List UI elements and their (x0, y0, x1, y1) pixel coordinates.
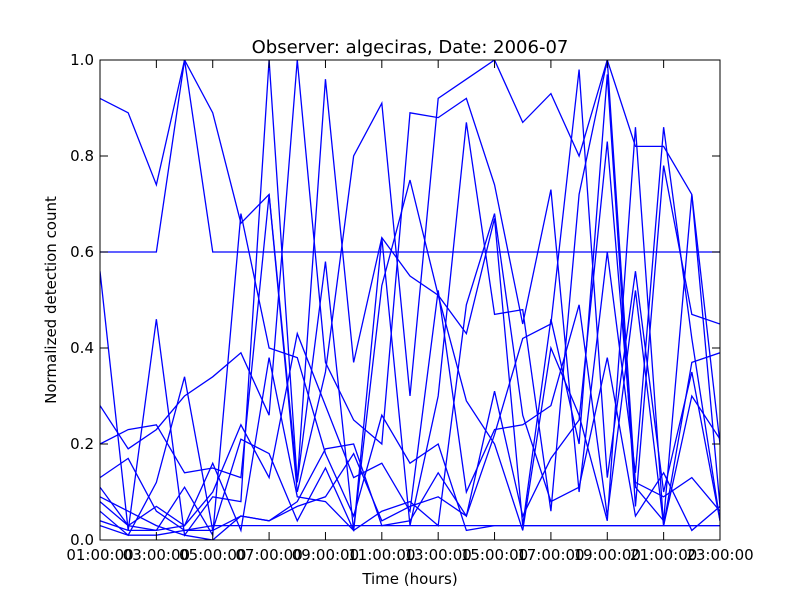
y-axis-label: Normalized detection count (42, 196, 60, 404)
x-tick-label: 05:00:00 (179, 546, 246, 564)
x-axis-label: Time (hours) (361, 570, 457, 588)
y-tick-label: 0.8 (70, 147, 94, 165)
y-tick-label: 0.6 (70, 243, 94, 261)
series-line-11 (100, 524, 720, 536)
y-tick-label: 1.0 (70, 51, 94, 69)
y-tick-label: 0.4 (70, 339, 94, 357)
series-line-7 (100, 127, 720, 533)
x-tick-label: 07:00:00 (235, 546, 302, 564)
x-tick-label: 19:00:00 (574, 546, 641, 564)
axis-ticks: 01:00:0003:00:0005:00:0007:00:0009:00:00… (66, 51, 753, 564)
series-line-9 (100, 69, 720, 537)
x-tick-label: 13:00:00 (404, 546, 471, 564)
y-tick-label: 0.0 (70, 531, 94, 549)
series-line-5 (100, 74, 720, 526)
x-tick-label: 21:00:00 (630, 546, 697, 564)
series-line-8 (100, 290, 720, 532)
y-tick-label: 0.2 (70, 435, 94, 453)
x-tick-label: 11:00:00 (348, 546, 415, 564)
series-line-2 (100, 60, 720, 253)
x-tick-label: 23:00:00 (686, 546, 753, 564)
series-line-1 (100, 60, 720, 507)
plot-frame (99, 59, 721, 541)
x-tick-label: 09:00:00 (292, 546, 359, 564)
x-tick-label: 01:00:00 (66, 546, 133, 564)
x-tick-label: 15:00:00 (461, 546, 528, 564)
chart-title: Observer: algeciras, Date: 2006-07 (252, 37, 569, 58)
series-line-12 (100, 141, 720, 540)
series-line-4 (100, 60, 720, 521)
x-tick-label: 17:00:00 (517, 546, 584, 564)
series-group (100, 60, 720, 540)
x-tick-label: 03:00:00 (123, 546, 190, 564)
